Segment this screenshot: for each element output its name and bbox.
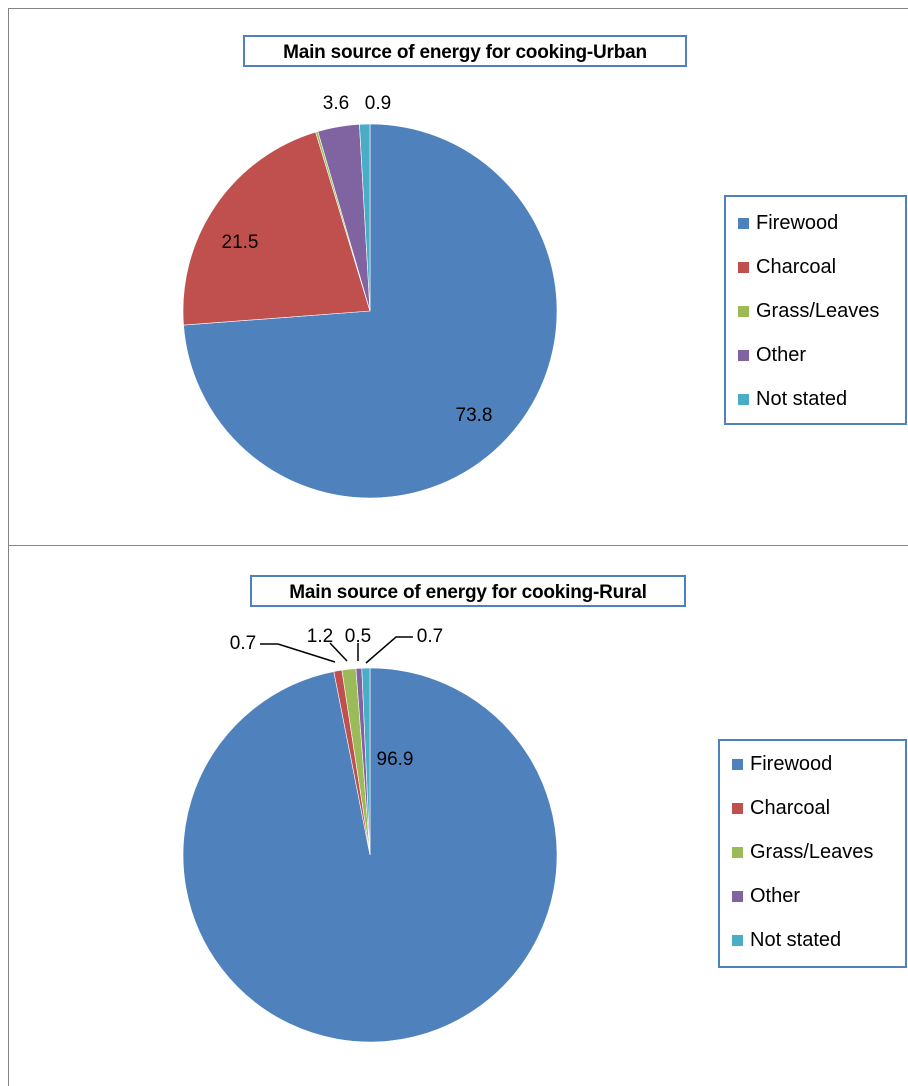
data-label-other: 0.5 — [345, 626, 371, 647]
legend-label: Other — [756, 343, 807, 366]
legend-swatch — [738, 305, 749, 317]
legend-swatch — [732, 802, 743, 814]
leader-line — [329, 642, 348, 662]
legend-item-not-stated: Not stated — [732, 929, 841, 951]
legend-swatch — [738, 217, 749, 229]
pie-slice-not-stated — [359, 123, 371, 312]
data-label-not-stated: 0.9 — [365, 93, 391, 114]
pie-slice-charcoal — [182, 131, 371, 326]
legend-item-charcoal: Charcoal — [738, 256, 836, 278]
legend-item-firewood: Firewood — [732, 753, 832, 775]
data-label-firewood: 96.9 — [377, 749, 414, 770]
legend-swatch — [738, 393, 749, 405]
chart-legend: Firewood Charcoal Grass/Leaves Other Not… — [718, 739, 907, 968]
legend-swatch — [732, 758, 743, 770]
legend-label: Charcoal — [750, 796, 831, 819]
chart-title: Main source of energy for cooking-Rural — [250, 575, 686, 607]
legend-item-grass-leaves: Grass/Leaves — [732, 841, 873, 863]
data-label-not-stated: 0.7 — [417, 626, 443, 647]
legend-item-firewood: Firewood — [738, 212, 838, 234]
legend-swatch — [732, 846, 743, 858]
legend-item-charcoal: Charcoal — [732, 797, 830, 819]
legend-label: Other — [750, 884, 801, 907]
legend-swatch — [738, 349, 749, 361]
chart-legend: Firewood Charcoal Grass/Leaves Other Not… — [724, 195, 907, 425]
data-label-charcoal: 21.5 — [222, 232, 259, 253]
legend-item-other: Other — [732, 885, 800, 907]
legend-label: Grass/Leaves — [750, 840, 874, 863]
legend-label: Not stated — [750, 928, 842, 951]
rural-chart-panel: 96.9 0.7 1.2 0.5 0.7 Main source of energy f… — [0, 545, 908, 1086]
legend-swatch — [732, 934, 743, 946]
legend-label: Grass/Leaves — [756, 299, 880, 322]
data-label-firewood: 73.8 — [456, 405, 493, 426]
chart-title: Main source of energy for cooking-Urban — [243, 35, 687, 67]
legend-item-not-stated: Not stated — [738, 388, 847, 410]
data-label-grass-leaves: 1.2 — [307, 626, 333, 647]
pie-slice-not-stated — [361, 667, 371, 856]
legend-label: Firewood — [756, 211, 839, 234]
chart-frame — [8, 545, 908, 1086]
data-label-other: 3.6 — [323, 93, 349, 114]
urban-chart-panel: 73.8 21.5 3.6 0.9 Main source of energy for… — [8, 8, 908, 545]
legend-item-grass-leaves: Grass/Leaves — [738, 300, 879, 322]
legend-label: Firewood — [750, 752, 833, 775]
chart-frame — [8, 8, 908, 545]
legend-label: Not stated — [756, 387, 848, 410]
leader-line — [365, 636, 413, 664]
legend-label: Charcoal — [756, 255, 837, 278]
legend-swatch — [738, 261, 749, 273]
legend-swatch — [732, 890, 743, 902]
urban-pie-chart: 73.8 21.5 3.6 0.9 — [182, 93, 558, 499]
data-label-charcoal: 0.7 — [230, 633, 256, 654]
legend-item-other: Other — [738, 344, 806, 366]
rural-pie-chart: 96.9 0.7 1.2 0.5 0.7 — [182, 626, 558, 1043]
leader-line — [260, 643, 336, 663]
